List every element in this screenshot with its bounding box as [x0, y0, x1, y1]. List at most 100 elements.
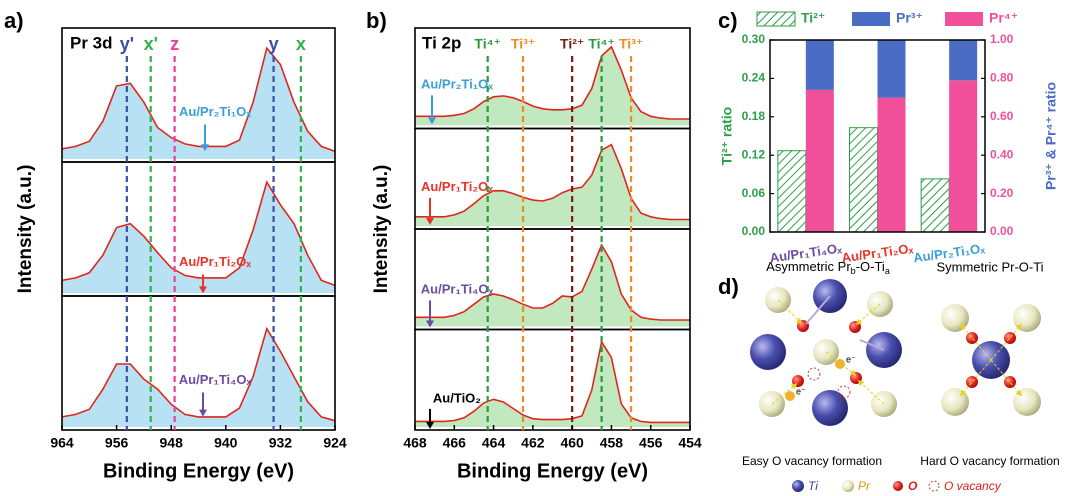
sample-label: Au/Pr₂Ti₁Oₓ — [421, 77, 493, 92]
x-tick-label: 964 — [50, 435, 74, 451]
arrow — [859, 339, 885, 351]
legend-swatch — [945, 12, 983, 26]
sample-arrowhead — [199, 286, 207, 294]
o-atom — [1004, 332, 1016, 344]
stacked-bar — [949, 40, 978, 81]
electron-label: e⁻ — [846, 354, 856, 364]
reference-label: y' — [120, 34, 134, 54]
subplot-frame — [414, 328, 691, 431]
reference-label: x — [296, 34, 306, 54]
stacked-bar — [805, 40, 834, 90]
arrow — [857, 379, 885, 405]
subplot-frame — [61, 295, 336, 431]
panel-label: b) — [366, 8, 387, 33]
reference-label: Ti³⁺ — [619, 36, 643, 52]
ti-atom — [750, 334, 786, 370]
peak-area — [62, 48, 335, 159]
o-vacancy — [837, 385, 851, 399]
ti-atom — [812, 390, 848, 426]
reference-label: Ti³⁺ — [511, 36, 535, 52]
o-atom — [966, 376, 978, 388]
spectrum-line — [415, 45, 690, 120]
x-tick-label: 456 — [639, 435, 663, 451]
pr-atom — [941, 388, 969, 416]
x-tick-label: 460 — [560, 435, 584, 451]
sample-arrowhead — [199, 409, 207, 417]
y2-axis-title: Pr³⁺ & Pr⁴⁺ ratio — [1043, 82, 1059, 190]
legend-label: Ti²⁺ — [801, 10, 825, 26]
y2-tick-label: 0.00 — [990, 224, 1014, 238]
y-tick-label: 0.30 — [742, 32, 766, 46]
y-tick-label: 0.12 — [742, 147, 766, 161]
y2-tick-label: 1.00 — [990, 32, 1014, 46]
arrow — [960, 359, 992, 397]
o-atom — [849, 321, 861, 333]
x-tick-label: 466 — [443, 435, 467, 451]
panel-label: a) — [4, 8, 24, 33]
peak-area — [415, 245, 690, 327]
arrow — [990, 323, 1022, 361]
diagram-caption: Hard O vacancy formation — [920, 454, 1059, 468]
peak-area — [62, 182, 335, 293]
spectrum-line — [61, 46, 336, 153]
panel-title: Pr 3d — [70, 33, 113, 52]
electron — [835, 359, 845, 369]
legend-swatch — [893, 481, 903, 491]
o-atom — [1004, 376, 1016, 388]
bar — [777, 150, 807, 233]
y-tick-label: 0.18 — [742, 109, 766, 123]
stacked-bar — [877, 40, 906, 98]
stacked-bar — [949, 80, 978, 232]
pr-atom — [1013, 304, 1041, 332]
legend-swatch — [842, 480, 854, 492]
sample-arrowhead — [426, 217, 434, 225]
arrow — [805, 295, 831, 325]
y2-tick-label: 0.80 — [990, 71, 1014, 85]
peak-area — [62, 328, 335, 427]
y-tick-label: 0.24 — [742, 71, 766, 85]
y2-tick-label: 0.20 — [990, 186, 1014, 200]
o-vacancy — [807, 367, 821, 381]
spectrum-line — [415, 143, 690, 221]
x-tick-label: 462 — [521, 435, 545, 451]
y2-tick-label: 0.40 — [990, 147, 1014, 161]
panel-label: d) — [718, 274, 739, 299]
x-tick-label: 468 — [403, 435, 427, 451]
x-tick-label: 956 — [105, 435, 129, 451]
reference-label: Ti²⁺ — [560, 36, 584, 52]
o-atom — [966, 332, 978, 344]
spectrum-line — [61, 326, 336, 422]
spectrum-line — [415, 339, 690, 424]
reference-label: y — [269, 34, 279, 54]
reference-label: Ti⁴⁺ — [474, 36, 501, 52]
electron-label: e⁻ — [796, 386, 806, 396]
sample-label: Au/Pr₁Ti₄Oₓ — [179, 372, 252, 387]
x-tick-label: 948 — [160, 435, 184, 451]
bar — [920, 178, 950, 233]
legend-swatch — [756, 11, 796, 27]
plot-frame — [769, 39, 986, 233]
y2-tick-label: 0.60 — [990, 109, 1014, 123]
stacked-bar — [805, 89, 834, 232]
reference-label: z — [170, 34, 179, 54]
arrow — [777, 299, 803, 325]
legend-swatch — [852, 12, 890, 26]
y-tick-label: 0.06 — [742, 186, 766, 200]
y-axis-title: Ti²⁺ ratio — [719, 107, 735, 165]
x-tick-label: 454 — [678, 435, 702, 451]
sample-arrowhead — [426, 421, 434, 429]
peak-area — [415, 46, 690, 126]
arrow — [960, 323, 992, 361]
legend-swatch — [792, 480, 804, 492]
legend-label: Pr — [858, 479, 871, 493]
diagram-panel: d) Asymmetric Prb-O-Tia Symmetric Pr-O-T… — [718, 259, 1060, 493]
panel-label: c) — [718, 8, 738, 33]
x-tick-label: 464 — [482, 435, 506, 451]
sample-arrowhead — [428, 117, 436, 125]
legend-label: O — [908, 479, 918, 493]
sample-arrowhead — [201, 144, 209, 152]
diagram-title: Symmetric Pr-O-Ti — [936, 259, 1043, 274]
peak-area — [415, 341, 690, 427]
stacked-bar — [877, 97, 906, 232]
